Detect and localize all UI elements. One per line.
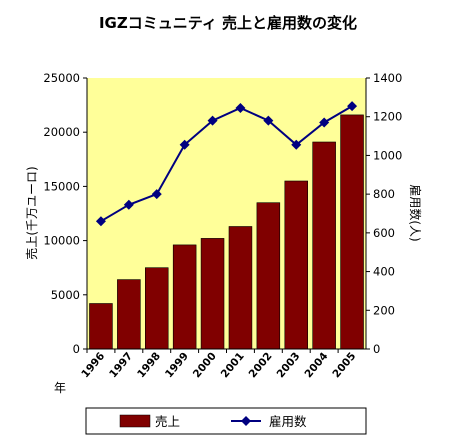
y2-tick-label: 400	[373, 265, 395, 279]
employment-point-2002	[263, 115, 274, 126]
x-tick-label: 1998	[135, 350, 163, 380]
employment-point-2001	[235, 103, 246, 114]
x-tick-label: 1997	[107, 350, 135, 380]
bar-1999	[172, 244, 197, 350]
y2-tick-label: 1000	[373, 148, 402, 162]
x-tick-label: 2005	[330, 350, 358, 380]
x-tick-label: 2002	[247, 350, 275, 380]
employment-point-2000	[207, 115, 218, 126]
bar-2002	[256, 202, 281, 350]
bars-group	[89, 114, 364, 350]
employment-point-1996	[95, 216, 106, 227]
y2-axis-label: 雇用数(人)	[408, 184, 423, 241]
x-tick-label: 2000	[191, 350, 219, 380]
x-tick-label: 1996	[79, 350, 107, 380]
bar-1997	[117, 279, 141, 350]
x-axis-label: 年	[54, 381, 66, 395]
employment-point-1997	[123, 199, 134, 210]
employment-point-2003	[291, 139, 302, 150]
y2-tick-label: 600	[373, 226, 395, 240]
y-tick-label: 15000	[43, 179, 80, 193]
legend-bar-swatch	[119, 414, 151, 428]
legend-label-employment: 雇用数	[269, 414, 307, 429]
bar-2000	[200, 238, 225, 350]
y-tick-label: 10000	[43, 234, 80, 248]
axes-group	[83, 77, 370, 353]
employment-point-2004	[319, 117, 330, 128]
y-tick-label: 0	[73, 342, 80, 356]
bar-1998	[145, 267, 169, 350]
y-axis-label: 売上(千万ユーロ)	[24, 166, 39, 259]
employment-point-1998	[151, 189, 162, 200]
x-tick-label: 2003	[275, 350, 303, 380]
y-tick-label: 20000	[43, 125, 80, 139]
bar-2004	[312, 141, 336, 350]
y2-tick-label: 0	[373, 342, 380, 356]
legend-label-sales: 売上	[155, 414, 180, 429]
bar-2001	[228, 226, 253, 350]
chart-title: IGZコミュニティ 売上と雇用数の変化	[99, 14, 357, 32]
y2-tick-label: 200	[373, 303, 395, 317]
y-tick-label: 25000	[43, 71, 80, 85]
y2-tick-label: 1400	[373, 71, 402, 85]
employment-point-1999	[179, 139, 190, 150]
bar-2005	[340, 114, 364, 350]
legend-line-marker	[241, 416, 251, 426]
x-tick-label: 2004	[302, 350, 330, 380]
y2-tick-label: 1200	[373, 110, 402, 124]
y-tick-label: 5000	[51, 288, 80, 302]
line-group	[95, 101, 358, 227]
x-tick-label: 1999	[163, 350, 191, 380]
employment-point-2005	[347, 101, 358, 112]
bar-2003	[284, 180, 308, 350]
y2-tick-label: 800	[373, 187, 395, 201]
x-tick-label: 2001	[219, 350, 247, 380]
bar-1996	[89, 303, 113, 350]
legend: 売上 雇用数	[85, 407, 367, 435]
employment-line	[100, 105, 353, 223]
